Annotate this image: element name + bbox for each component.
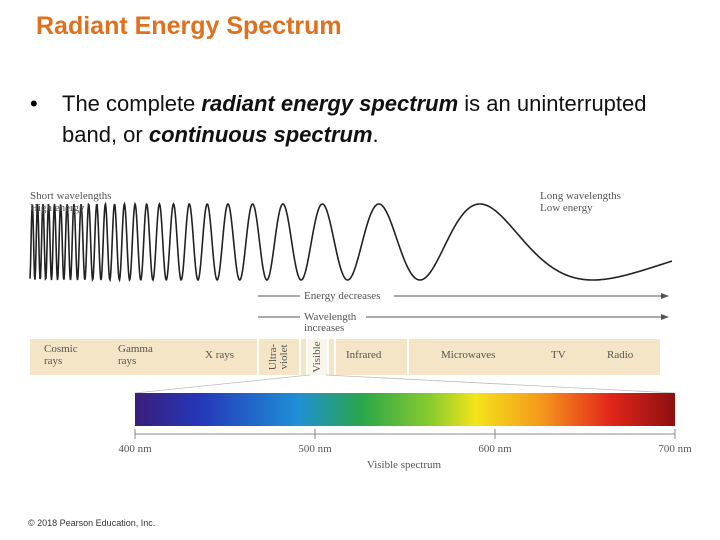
label-bg	[300, 309, 366, 334]
scale-label: 700 nm	[658, 443, 692, 455]
text: is an uninterrupted band, or	[62, 91, 647, 147]
region-label: X rays	[205, 349, 234, 361]
end-label: Long wavelengths	[540, 190, 621, 202]
region-label: rays	[44, 355, 62, 367]
bullet-text: The complete radiant energy spectrum is …	[62, 88, 702, 150]
guide	[134, 374, 311, 394]
emphasis: continuous spectrum	[148, 122, 373, 147]
emphasis: radiant energy spectrum	[201, 91, 459, 116]
bullet-mark: •	[30, 91, 38, 116]
end-label: Short wavelengths	[30, 190, 112, 202]
region-label: Infrared	[346, 349, 382, 361]
end-label: Low energy	[540, 202, 593, 214]
text: The complete	[62, 91, 202, 116]
region-label: Ultra-	[267, 344, 279, 371]
scale-label: 600 nm	[478, 443, 512, 455]
copyright: © 2018 Pearson Education, Inc.	[28, 518, 155, 528]
end-label: High energy	[30, 202, 85, 214]
diagram-body: Short wavelengths Long wavelengths High en…	[30, 190, 692, 471]
guide	[325, 374, 676, 394]
scale-label: 500 nm	[298, 443, 332, 455]
scale-label: 400 nm	[118, 443, 152, 455]
slide-title: Radiant Energy Spectrum	[36, 12, 342, 40]
arrow-label: increases	[304, 322, 344, 334]
band	[30, 339, 660, 375]
region-label: TV	[551, 349, 566, 361]
label-bg	[300, 289, 394, 302]
arrow-label: Wavelength	[304, 311, 357, 323]
text: .	[372, 122, 379, 147]
wave	[29, 201, 673, 283]
region-label: Cosmic	[44, 343, 78, 355]
region-label: violet	[278, 344, 290, 369]
region-label: Radio	[607, 349, 634, 361]
arrow-label: Energy decreases	[304, 290, 380, 302]
region-label: Microwaves	[441, 349, 495, 361]
visible-slot	[308, 339, 327, 375]
region-label: Gamma	[118, 343, 153, 355]
region-label: rays	[118, 355, 136, 367]
visible-spectrum	[135, 393, 675, 426]
scale-title: Visible spectrum	[367, 459, 442, 471]
region-label: Visible	[311, 341, 323, 372]
